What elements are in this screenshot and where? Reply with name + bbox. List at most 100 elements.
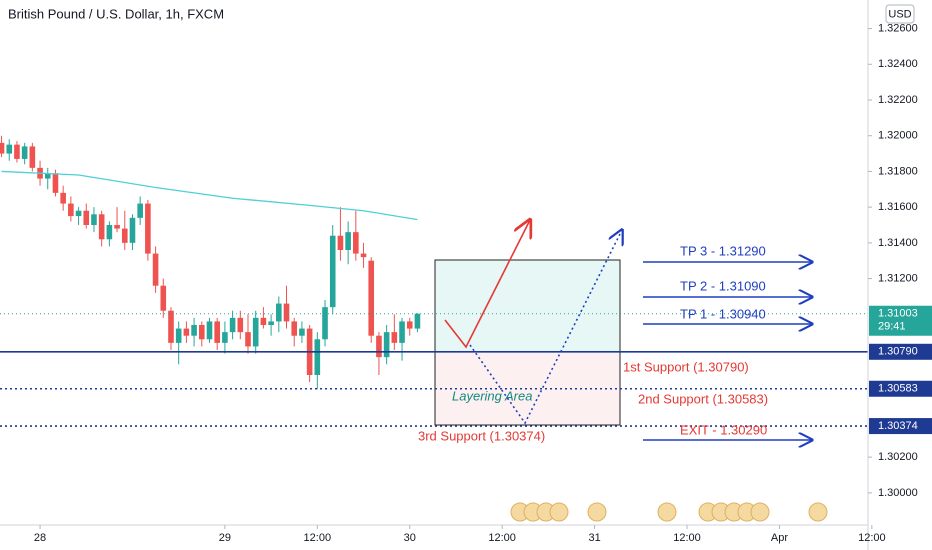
y-tick-label: 1.30000	[878, 487, 918, 499]
candle-body	[206, 321, 213, 340]
exit-label: EXIT - 1.30290	[680, 422, 767, 437]
y-tick-label: 1.32200	[878, 94, 918, 106]
candle-body	[299, 328, 305, 336]
candle-body	[91, 214, 97, 225]
y-tick-label: 1.31400	[878, 237, 918, 249]
support1-label: 1st Support (1.30790)	[623, 359, 749, 374]
currency-label: USD	[888, 8, 911, 20]
tp2-label: TP 2 - 1.31090	[680, 278, 766, 293]
candle-body	[160, 285, 167, 311]
y-tick-label: 1.32600	[878, 22, 918, 34]
candle-body	[353, 232, 359, 254]
axes: 1.32600 1.32400 1.32200 1.32000 1.31800 1.316…	[34, 22, 932, 544]
y-tick-label: 1.31800	[878, 165, 918, 177]
tp1-label: TP 1 - 1.30940	[680, 306, 766, 321]
level-tag	[869, 343, 932, 360]
y-tick-label: 1.32000	[878, 130, 918, 142]
event-icon	[808, 502, 828, 522]
candle-body	[183, 328, 190, 336]
candle-body	[414, 313, 421, 329]
x-tick-label: 30	[404, 532, 416, 544]
support3-label: 3rd Support (1.30374)	[418, 428, 545, 443]
candle-body	[291, 321, 298, 336]
candle-body	[399, 321, 405, 343]
level-tag	[869, 418, 932, 435]
candle-body	[329, 235, 336, 308]
candle-body	[121, 228, 128, 243]
x-tick-label: 28	[34, 532, 46, 544]
candle-body	[98, 214, 105, 240]
event-icon	[657, 502, 677, 522]
candle-body	[14, 144, 20, 159]
blue-path-arrow	[469, 230, 622, 425]
x-tick-label: 12:00	[858, 532, 886, 544]
candle-body	[0, 142, 5, 154]
candle-body	[6, 144, 13, 154]
candle-body	[114, 225, 120, 229]
candle-body	[106, 225, 113, 240]
event-icon	[750, 502, 770, 522]
chart-title: British Pound / U.S. Dollar, 1h, FXCM	[8, 6, 224, 21]
y-tick-label: 1.32400	[878, 58, 918, 70]
candle-body	[191, 325, 197, 336]
candle-body	[52, 173, 59, 193]
last-price-tag	[869, 305, 932, 336]
event-icon	[587, 502, 607, 522]
candle-body	[21, 146, 28, 159]
currency-box	[885, 4, 915, 24]
candle-body	[60, 192, 66, 204]
level-tag-label: 1.30583	[878, 383, 918, 395]
x-tick-label: 12:00	[673, 532, 701, 544]
candle-body	[152, 253, 159, 286]
candle-body	[29, 146, 36, 168]
plot-area	[0, 135, 421, 390]
support2-label: 2nd Support (1.30583)	[638, 391, 768, 406]
candle-body	[137, 203, 143, 218]
candle-body	[268, 321, 274, 325]
candle-body	[237, 317, 244, 333]
candle-body	[314, 339, 321, 375]
candle-body	[276, 303, 282, 322]
candle-body	[383, 332, 390, 358]
target-box	[434, 259, 621, 353]
x-tick-label: 12:00	[488, 532, 516, 544]
moving-average	[1, 170, 418, 221]
candle-body	[322, 307, 328, 340]
red-path-arrow	[444, 220, 530, 349]
x-tick-label: Apr	[771, 532, 788, 544]
candle-body	[68, 203, 74, 217]
candle-body	[129, 217, 136, 243]
y-tick-label: 1.30200	[878, 451, 918, 463]
x-tick-label: 31	[588, 532, 600, 544]
candle-body	[75, 210, 82, 217]
candle-body	[252, 317, 259, 347]
x-tick-label: 12:00	[304, 532, 332, 544]
candle-body	[222, 332, 228, 343]
level-tag-label: 1.30790	[878, 346, 918, 358]
last-price-label: 1.31003	[878, 308, 918, 320]
candle-body	[175, 328, 182, 343]
tp3-label: TP 3 - 1.31290	[680, 243, 766, 258]
candle-body	[83, 210, 90, 225]
candle-body	[368, 260, 375, 336]
event-icon	[549, 502, 569, 522]
level-tag	[869, 380, 932, 397]
candle-body	[406, 321, 413, 329]
candle-body	[168, 310, 174, 343]
event-icons	[510, 502, 828, 522]
candle-body	[391, 332, 398, 343]
candle-body	[260, 317, 267, 325]
x-tick-label: 29	[219, 532, 231, 544]
level-tag-label: 1.30374	[878, 420, 918, 432]
candle-body	[283, 303, 290, 322]
candle-body	[360, 253, 367, 258]
countdown-label: 29:41	[878, 321, 906, 333]
candle-body	[345, 232, 351, 250]
target-arrows	[643, 262, 812, 440]
candle-body	[214, 321, 220, 343]
candle-body	[245, 332, 251, 347]
layering-label: Layering Area	[452, 388, 532, 403]
candle-body	[198, 325, 205, 340]
candle-body	[376, 335, 382, 358]
